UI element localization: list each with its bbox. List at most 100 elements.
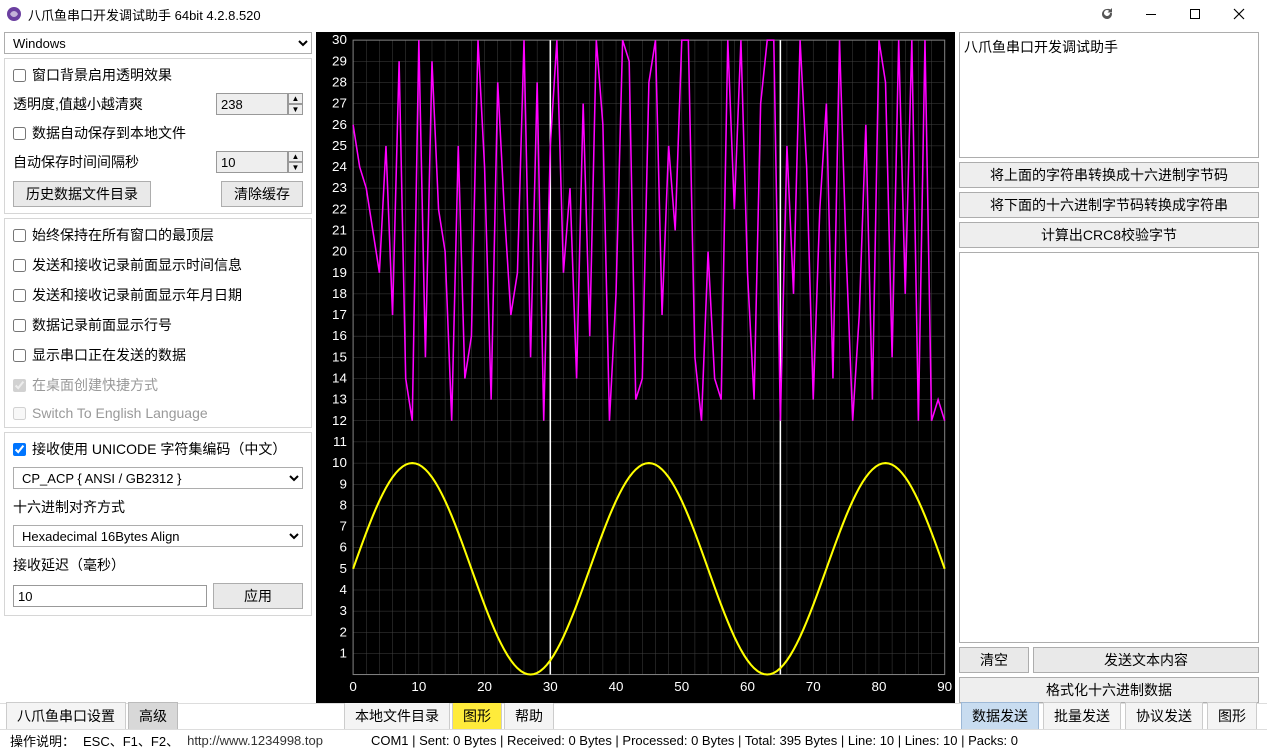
transparent-bg-label: 窗口背景启用透明效果	[32, 65, 172, 85]
always-top-checkbox[interactable]	[13, 229, 26, 242]
svg-text:13: 13	[332, 392, 347, 407]
status-com-info: COM1 | Sent: 0 Bytes | Received: 0 Bytes…	[367, 733, 1022, 748]
svg-text:40: 40	[609, 679, 624, 694]
svg-text:50: 50	[674, 679, 689, 694]
status-url[interactable]: http://www.1234998.top	[183, 733, 327, 748]
svg-text:1: 1	[339, 646, 346, 661]
waveform-chart: 1234567891011121314151617181920212223242…	[316, 32, 955, 703]
status-help-label: 操作说明：	[6, 731, 79, 750]
svg-text:24: 24	[332, 159, 347, 174]
svg-text:23: 23	[332, 180, 347, 195]
svg-text:11: 11	[333, 434, 347, 449]
svg-text:27: 27	[332, 96, 347, 111]
svg-text:26: 26	[332, 117, 347, 132]
svg-text:15: 15	[332, 349, 347, 364]
unicode-checkbox[interactable]	[13, 443, 26, 456]
tab-help[interactable]: 帮助	[504, 702, 554, 729]
apply-button[interactable]: 应用	[213, 583, 303, 609]
svg-text:20: 20	[477, 679, 492, 694]
show-lineno-checkbox[interactable]	[13, 319, 26, 332]
chart-panel: 1234567891011121314151617181920212223242…	[316, 32, 955, 703]
svg-text:25: 25	[332, 138, 347, 153]
svg-text:19: 19	[332, 265, 347, 280]
svg-text:5: 5	[339, 561, 346, 576]
maximize-button[interactable]	[1173, 0, 1217, 28]
close-button[interactable]	[1217, 0, 1261, 28]
tab-data-send[interactable]: 数据发送	[961, 702, 1039, 729]
mid-textarea[interactable]	[959, 252, 1259, 643]
right-panel: 八爪鱼串口开发调试助手 将上面的字符串转换成十六进制字节码 将下面的十六进制字节…	[959, 28, 1267, 703]
autosave-interval-label: 自动保存时间间隔秒	[13, 152, 210, 172]
display-options-group: 始终保持在所有窗口的最顶层 发送和接收记录前面显示时间信息 发送和接收记录前面显…	[4, 218, 312, 428]
autosave-interval-input[interactable]	[216, 151, 288, 173]
svg-text:70: 70	[806, 679, 821, 694]
svg-text:17: 17	[332, 307, 347, 322]
svg-text:20: 20	[332, 244, 347, 259]
hex-align-label: 十六进制对齐方式	[13, 497, 303, 517]
interval-down[interactable]: ▼	[288, 162, 303, 173]
english-checkbox	[13, 407, 26, 420]
hex-align-select[interactable]: Hexadecimal 16Bytes Align	[13, 525, 303, 547]
show-date-checkbox[interactable]	[13, 289, 26, 302]
send-text-button[interactable]: 发送文本内容	[1033, 647, 1259, 673]
platform-select[interactable]: Windows	[4, 32, 312, 54]
show-time-checkbox[interactable]	[13, 259, 26, 272]
svg-text:21: 21	[332, 223, 347, 238]
svg-text:30: 30	[543, 679, 558, 694]
svg-text:3: 3	[339, 603, 346, 618]
svg-text:12: 12	[332, 413, 347, 428]
svg-text:29: 29	[332, 53, 347, 68]
format-hex-button[interactable]: 格式化十六进制数据	[959, 677, 1259, 703]
window-title: 八爪鱼串口开发调试助手 64bit 4.2.8.520	[28, 5, 1085, 24]
clear-button[interactable]: 清空	[959, 647, 1029, 673]
refresh-icon[interactable]	[1085, 0, 1129, 28]
history-dir-button[interactable]: 历史数据文件目录	[13, 181, 151, 207]
tab-local-files[interactable]: 本地文件目录	[344, 702, 450, 729]
encoding-group: 接收使用 UNICODE 字符集编码（中文） CP_ACP { ANSI / G…	[4, 432, 312, 616]
svg-text:80: 80	[872, 679, 887, 694]
svg-text:90: 90	[937, 679, 952, 694]
clear-cache-button[interactable]: 清除缓存	[221, 181, 303, 207]
crc8-button[interactable]: 计算出CRC8校验字节	[959, 222, 1259, 248]
status-keys: ESC、F1、F2、	[79, 731, 183, 750]
svg-text:0: 0	[349, 679, 356, 694]
top-textarea[interactable]: 八爪鱼串口开发调试助手	[959, 32, 1259, 158]
tab-advanced[interactable]: 高级	[128, 702, 178, 729]
svg-text:14: 14	[332, 371, 347, 386]
svg-text:10: 10	[411, 679, 426, 694]
tab-chart[interactable]: 图形	[452, 702, 502, 729]
svg-text:18: 18	[332, 286, 347, 301]
svg-text:16: 16	[332, 328, 347, 343]
svg-text:30: 30	[332, 32, 347, 47]
hex-to-str-button[interactable]: 将下面的十六进制字节码转换成字符串	[959, 192, 1259, 218]
transparent-bg-checkbox[interactable]	[13, 69, 26, 82]
svg-text:28: 28	[332, 75, 347, 90]
transparency-label: 透明度,值越小越清爽	[13, 94, 210, 114]
svg-text:22: 22	[332, 201, 347, 216]
tab-serial-settings[interactable]: 八爪鱼串口设置	[6, 702, 126, 729]
transparency-up[interactable]: ▲	[288, 93, 303, 104]
str-to-hex-button[interactable]: 将上面的字符串转换成十六进制字节码	[959, 162, 1259, 188]
tab-batch-send[interactable]: 批量发送	[1043, 702, 1121, 729]
interval-up[interactable]: ▲	[288, 151, 303, 162]
transparency-down[interactable]: ▼	[288, 104, 303, 115]
svg-text:7: 7	[339, 519, 346, 534]
tab-protocol-send[interactable]: 协议发送	[1125, 702, 1203, 729]
show-sending-checkbox[interactable]	[13, 349, 26, 362]
svg-text:6: 6	[339, 540, 346, 555]
statusbar: 操作说明： ESC、F1、F2、 http://www.1234998.top …	[0, 729, 1267, 751]
autosave-checkbox[interactable]	[13, 127, 26, 140]
recv-delay-input[interactable]	[13, 585, 207, 607]
svg-text:8: 8	[339, 498, 346, 513]
left-panel: Windows 窗口背景启用透明效果 透明度,值越小越清爽 ▲▼ 数据自动保存到…	[0, 28, 316, 703]
recv-delay-label: 接收延迟（毫秒）	[13, 555, 303, 575]
bottom-tabs: 八爪鱼串口设置 高级 本地文件目录 图形 帮助 数据发送 批量发送 协议发送 图…	[0, 703, 1267, 729]
svg-text:2: 2	[339, 624, 346, 639]
autosave-label: 数据自动保存到本地文件	[32, 123, 186, 143]
svg-text:10: 10	[332, 455, 347, 470]
transparency-input[interactable]	[216, 93, 288, 115]
svg-text:4: 4	[339, 582, 346, 597]
encoding-select[interactable]: CP_ACP { ANSI / GB2312 }	[13, 467, 303, 489]
minimize-button[interactable]	[1129, 0, 1173, 28]
tab-chart-right[interactable]: 图形	[1207, 702, 1257, 729]
